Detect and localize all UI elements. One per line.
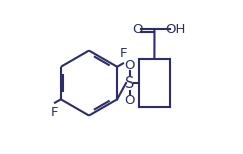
Text: O: O <box>125 59 135 72</box>
Text: S: S <box>125 76 135 91</box>
Text: F: F <box>120 47 128 60</box>
Text: O: O <box>133 23 143 36</box>
Text: F: F <box>51 106 58 120</box>
Text: OH: OH <box>165 23 186 36</box>
Text: O: O <box>125 94 135 107</box>
